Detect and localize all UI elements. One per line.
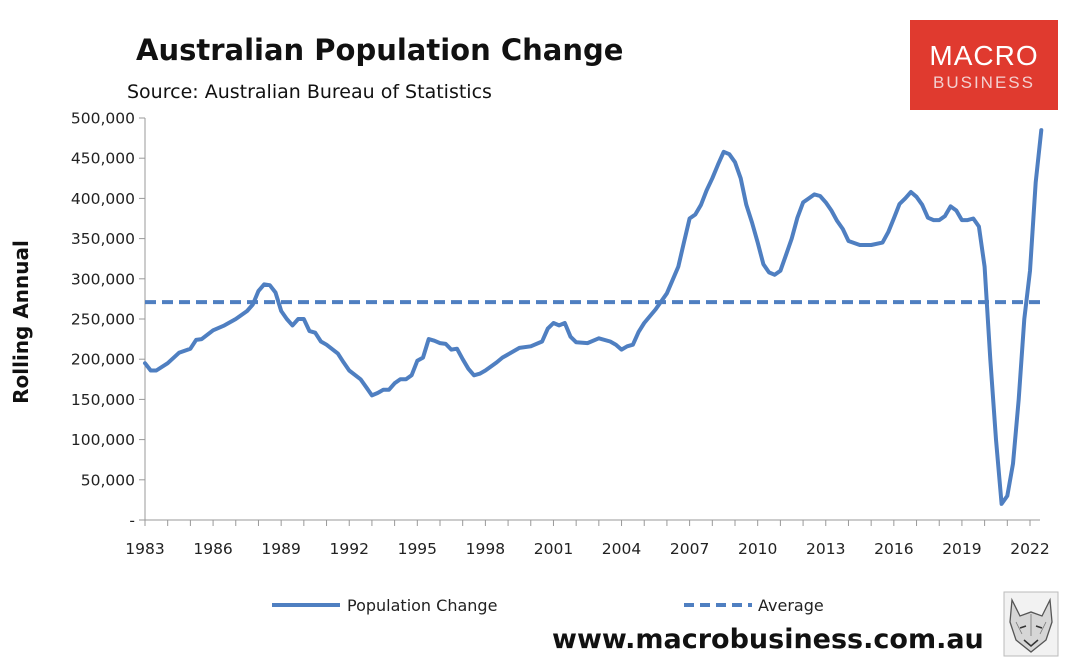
x-tick-label: 1986 [193,540,232,558]
x-tick-label: 1989 [261,540,300,558]
x-tick-label: 2016 [874,540,913,558]
x-tick-label: 2004 [602,540,641,558]
logo-background [910,20,1058,110]
y-tick-label: 50,000 [81,471,135,489]
y-tick-label: - [129,512,135,530]
x-tick-label: 1992 [330,540,369,558]
legend-label-average: Average [758,596,824,615]
x-tick-label: 2013 [806,540,845,558]
wolf-head-icon [1003,591,1059,657]
x-tick-label: 2007 [670,540,709,558]
y-tick-label: 400,000 [71,190,135,208]
y-axis-ticks: - 50,000 100,000 150,000 200,000 250,000 300,0… [71,110,145,530]
y-tick-label: 450,000 [71,150,135,168]
legend-label-population-change: Population Change [347,596,497,615]
y-tick-label: 200,000 [71,351,135,369]
x-tick-label: 2001 [534,540,573,558]
logo-text-business: BUSINESS [933,73,1035,92]
legend: Population Change Average [272,596,824,615]
y-tick-label: 250,000 [71,311,135,329]
chart-title: Australian Population Change [136,33,623,67]
macro-business-logo: MACRO BUSINESS [910,20,1058,110]
y-axis-label: Rolling Annual [9,240,33,404]
x-tick-label: 2010 [738,540,777,558]
x-tick-label: 1983 [125,540,164,558]
series-line-population-change [143,128,1044,506]
chart-subtitle: Source: Australian Bureau of Statistics [127,81,492,103]
y-tick-label: 150,000 [71,391,135,409]
x-tick-label: 1995 [398,540,437,558]
x-tick-label: 2019 [942,540,981,558]
series-layer [143,128,1044,506]
y-tick-label: 500,000 [71,110,135,128]
x-axis-ticks: 1983 1986 1989 1992 1995 1998 2001 2004 2007 2010… [125,520,1050,558]
x-tick-label: 2022 [1010,540,1049,558]
y-tick-label: 100,000 [71,431,135,449]
x-tick-label: 1998 [466,540,505,558]
y-tick-label: 300,000 [71,270,135,288]
y-tick-label: 350,000 [71,230,135,248]
logo-text-macro: MACRO [929,40,1038,71]
website-url: www.macrobusiness.com.au [552,624,984,655]
